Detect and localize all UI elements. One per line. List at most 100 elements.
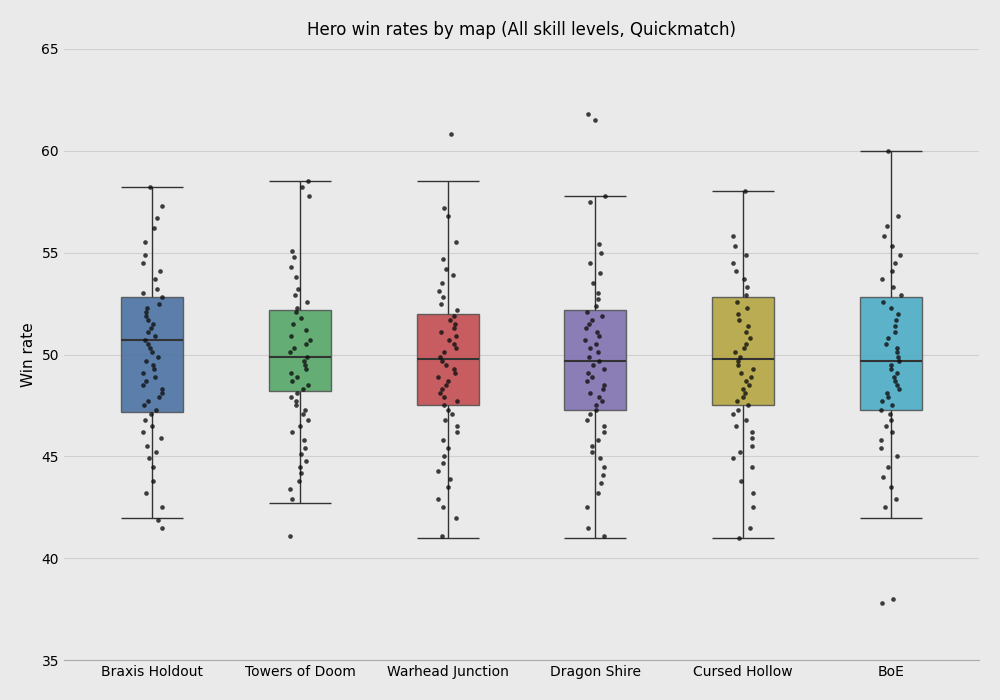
Point	[289, 388, 305, 399]
Point	[880, 145, 896, 156]
Point	[435, 502, 451, 513]
Point	[892, 249, 908, 260]
Point	[738, 339, 754, 350]
Point	[729, 395, 745, 407]
Point	[138, 310, 154, 321]
Point	[153, 433, 169, 444]
Point	[885, 281, 901, 293]
Point	[874, 395, 890, 407]
Point	[148, 404, 164, 415]
Point	[291, 475, 307, 486]
Y-axis label: Win rate: Win rate	[21, 322, 36, 387]
Point	[432, 351, 448, 362]
Point	[437, 414, 453, 426]
Point	[448, 512, 464, 523]
Point	[581, 351, 597, 362]
Point	[448, 237, 464, 248]
Point	[139, 441, 155, 452]
Point	[739, 302, 755, 313]
Point	[887, 321, 903, 332]
Point	[434, 355, 450, 366]
Point	[891, 355, 907, 366]
Point	[435, 253, 451, 265]
Point	[436, 400, 452, 411]
Point	[154, 502, 170, 513]
Point	[135, 379, 151, 391]
Point	[434, 531, 450, 542]
Point	[584, 447, 600, 458]
Point	[879, 388, 895, 399]
Point	[732, 447, 748, 458]
Point	[596, 363, 612, 374]
Point	[442, 473, 458, 484]
Point	[443, 129, 459, 140]
Point	[442, 314, 458, 326]
Point	[735, 384, 751, 395]
Point	[890, 308, 906, 319]
Point	[725, 257, 741, 268]
Title: Hero win rates by map (All skill levels, Quickmatch): Hero win rates by map (All skill levels,…	[307, 21, 736, 38]
Point	[446, 323, 462, 334]
Point	[149, 212, 165, 223]
Point	[283, 368, 299, 379]
Point	[732, 351, 748, 362]
Point	[876, 231, 892, 242]
Point	[741, 379, 757, 391]
Point	[879, 220, 895, 232]
Point	[889, 368, 905, 379]
Point	[289, 302, 305, 313]
Point	[592, 453, 608, 464]
Point	[581, 318, 597, 330]
Point	[878, 339, 894, 350]
Point	[299, 296, 315, 307]
Point	[148, 447, 164, 458]
Point	[448, 330, 464, 342]
Point	[140, 339, 156, 350]
Point	[432, 388, 448, 399]
Point	[584, 371, 600, 382]
Point	[298, 455, 314, 466]
Point	[152, 265, 168, 276]
Point	[284, 245, 300, 256]
Point	[142, 182, 158, 193]
Point	[434, 384, 450, 395]
Point	[433, 298, 449, 309]
Point	[744, 433, 760, 444]
Point	[596, 426, 612, 438]
Point	[149, 284, 165, 295]
FancyBboxPatch shape	[564, 309, 626, 409]
Point	[590, 294, 606, 305]
Point	[446, 310, 462, 321]
Point	[745, 487, 761, 498]
Point	[727, 241, 743, 252]
Point	[727, 347, 743, 358]
Point	[590, 288, 606, 299]
Point	[433, 326, 449, 337]
Point	[284, 375, 300, 386]
Point	[445, 270, 461, 281]
Point	[154, 200, 170, 211]
Point	[587, 115, 603, 126]
Point	[440, 375, 456, 386]
Point	[436, 347, 452, 358]
Point	[435, 435, 451, 446]
Point	[593, 477, 609, 489]
Point	[738, 375, 754, 386]
Point	[875, 296, 891, 307]
Point	[596, 461, 612, 472]
Point	[594, 395, 610, 407]
FancyBboxPatch shape	[417, 314, 479, 405]
Point	[596, 420, 612, 431]
Point	[580, 522, 596, 533]
Point	[584, 441, 600, 452]
Point	[440, 482, 456, 493]
Point	[739, 281, 755, 293]
Point	[282, 484, 298, 495]
Point	[874, 598, 890, 609]
Point	[295, 384, 311, 395]
Point	[589, 326, 605, 337]
Point	[144, 347, 160, 358]
Point	[140, 314, 156, 326]
Point	[137, 237, 153, 248]
Point	[725, 453, 741, 464]
